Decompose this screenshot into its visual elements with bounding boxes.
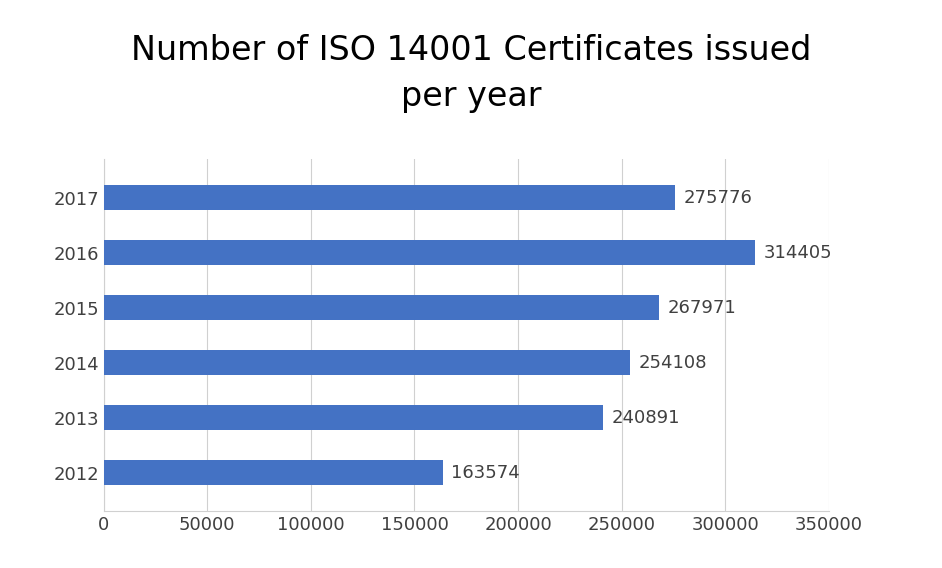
Text: Number of ISO 14001 Certificates issued
per year: Number of ISO 14001 Certificates issued … [131, 34, 811, 114]
Bar [104, 460, 443, 485]
Text: 267971: 267971 [667, 299, 736, 316]
Text: 314405: 314405 [763, 244, 832, 262]
Bar [104, 350, 630, 375]
Bar [104, 240, 755, 265]
Text: 254108: 254108 [639, 354, 707, 371]
Bar [104, 295, 659, 320]
Bar [104, 185, 675, 210]
Text: 163574: 163574 [451, 463, 520, 482]
Bar [104, 406, 603, 430]
Text: 275776: 275776 [684, 189, 753, 207]
Text: 240891: 240891 [611, 408, 679, 427]
